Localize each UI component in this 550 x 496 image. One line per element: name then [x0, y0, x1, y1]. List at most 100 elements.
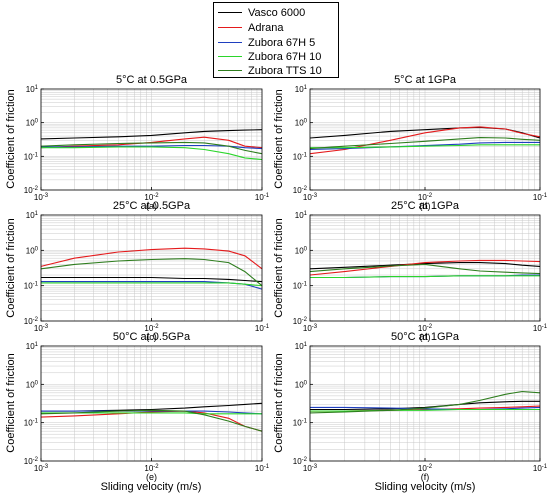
- legend-label: Zubora 67H 5: [248, 37, 316, 49]
- legend-item-zubora-67h-5: Zubora 67H 5: [218, 36, 315, 50]
- series-line-zubora-67h-10: [310, 144, 540, 149]
- grid: [309, 215, 540, 322]
- series-line-zubora-tts-10: [40, 141, 263, 155]
- x-tick-label: 10-2: [418, 193, 433, 202]
- x-tick-label: 10-2: [144, 464, 159, 473]
- y-tick-label: 101: [295, 85, 308, 94]
- panel-title: 50°C at 1GPa: [391, 331, 460, 343]
- series-line-zubora-tts-10: [40, 258, 263, 287]
- y-tick-label: 101: [26, 342, 39, 351]
- y-tick-label: 101: [26, 85, 39, 94]
- legend-swatch: [218, 26, 242, 28]
- legend-label: Zubora TTS 10: [248, 65, 322, 77]
- legend-label: Adrana: [248, 22, 284, 34]
- y-tick-label: 10-1: [293, 419, 308, 428]
- x-tick-label: 10-3: [303, 324, 318, 333]
- series-line-zubora-67h-5: [41, 144, 263, 150]
- series-line-adrana: [309, 126, 541, 155]
- y-tick-label: 101: [295, 211, 308, 220]
- panel-title: 50°C at 0.5GPa: [113, 331, 191, 343]
- legend-item-zubora-tts-10: Zubora TTS 10: [218, 64, 322, 78]
- y-tick-label: 10-2: [293, 317, 308, 326]
- grid: [40, 215, 262, 322]
- legend-swatch: [218, 11, 242, 13]
- y-axis-label: Coefficient of friction: [5, 89, 17, 188]
- x-tick-label: 10-2: [418, 464, 433, 473]
- legend-label: Vasco 6000: [248, 7, 306, 19]
- x-tick-label: 10-1: [255, 464, 270, 473]
- panel-label: (a): [146, 201, 157, 211]
- y-axis-label: Coefficient of friction: [5, 218, 17, 317]
- series-line-adrana: [309, 259, 541, 276]
- grid: [40, 89, 262, 191]
- x-tick-label: 10-2: [418, 324, 433, 333]
- y-tick-label: 10-2: [24, 186, 39, 195]
- series-line-zubora-tts-10: [40, 409, 263, 432]
- legend-swatch: [218, 55, 242, 57]
- x-axis-label: Sliding velocity (m/s): [101, 481, 202, 493]
- y-tick-label: 100: [295, 246, 308, 255]
- legend-item-vasco: Vasco 6000: [218, 6, 305, 20]
- grid: [309, 89, 540, 191]
- y-tick-label: 10-2: [24, 457, 39, 466]
- series-line-zubora-tts-10: [309, 390, 541, 414]
- legend-item-zubora-67h-10: Zubora 67H 10: [218, 50, 321, 64]
- y-tick-label: 10-1: [293, 282, 308, 291]
- x-tick-label: 10-1: [533, 324, 548, 333]
- series-line-zubora-67h-10: [41, 146, 263, 161]
- series-line-zubora-tts-10: [309, 137, 541, 150]
- x-tick-label: 10-1: [533, 464, 548, 473]
- y-tick-label: 10-2: [293, 457, 308, 466]
- series-line-zubora-67h-10: [41, 282, 263, 287]
- y-tick-label: 10-1: [24, 152, 39, 161]
- x-tick-label: 10-3: [34, 324, 49, 333]
- x-tick-label: 10-1: [255, 324, 270, 333]
- x-tick-label: 10-3: [34, 464, 49, 473]
- panel-title: 5°C at 0.5GPa: [116, 74, 188, 86]
- series-line-zubora-67h-10: [310, 275, 540, 279]
- x-axis-label: Sliding velocity (m/s): [375, 481, 476, 493]
- y-tick-label: 100: [26, 246, 39, 255]
- legend: Vasco 6000 Adrana Zubora 67H 5 Zubora 67…: [213, 2, 339, 78]
- series-line-zubora-67h-10: [41, 412, 262, 415]
- series-line-vasco-6000: [309, 262, 541, 270]
- series-line-vasco-6000: [40, 129, 263, 140]
- y-axis-label: Coefficient of friction: [5, 353, 17, 452]
- x-tick-label: 10-1: [255, 193, 270, 202]
- y-tick-label: 100: [26, 380, 39, 389]
- y-tick-label: 10-1: [293, 152, 308, 161]
- y-tick-label: 100: [295, 119, 308, 128]
- y-tick-label: 100: [26, 119, 39, 128]
- legend-swatch: [218, 69, 242, 71]
- y-tick-label: 10-1: [24, 419, 39, 428]
- x-tick-label: 10-3: [303, 193, 318, 202]
- x-tick-label: 10-3: [303, 464, 318, 473]
- y-tick-label: 100: [295, 380, 308, 389]
- y-tick-label: 10-2: [24, 317, 39, 326]
- x-tick-label: 10-3: [34, 193, 49, 202]
- panel-label: (b): [420, 201, 431, 211]
- x-tick-label: 10-1: [533, 193, 548, 202]
- panel-title: 25°C at 1GPa: [391, 200, 460, 212]
- panel-title: 5°C at 1GPa: [394, 74, 457, 86]
- panel-label: (e): [146, 472, 157, 482]
- grid: [40, 346, 262, 462]
- legend-swatch: [218, 41, 242, 43]
- legend-label: Zubora 67H 10: [248, 51, 322, 63]
- legend-item-adrana: Adrana: [218, 21, 283, 35]
- series-line-zubora-67h-10: [310, 408, 540, 412]
- y-axis-label: Coefficient of friction: [273, 89, 285, 188]
- panel-title: 25°C at 0.5GPa: [113, 200, 191, 212]
- series-line-zubora-67h-5: [309, 141, 540, 151]
- series-line-adrana: [40, 136, 263, 149]
- panel-label: (f): [421, 472, 430, 482]
- panel-label: (d): [420, 332, 431, 342]
- panel-label: (c): [146, 332, 157, 342]
- y-tick-label: 10-1: [24, 282, 39, 291]
- series-line-adrana: [40, 247, 263, 270]
